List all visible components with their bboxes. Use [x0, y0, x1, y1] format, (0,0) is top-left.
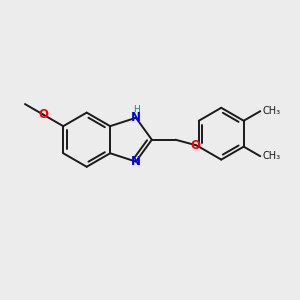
Text: H: H [133, 105, 140, 114]
Text: CH₃: CH₃ [262, 106, 281, 116]
Text: O: O [191, 139, 201, 152]
Text: N: N [131, 155, 141, 168]
Text: CH₃: CH₃ [262, 151, 281, 161]
Text: O: O [38, 108, 48, 121]
Text: N: N [131, 111, 141, 124]
